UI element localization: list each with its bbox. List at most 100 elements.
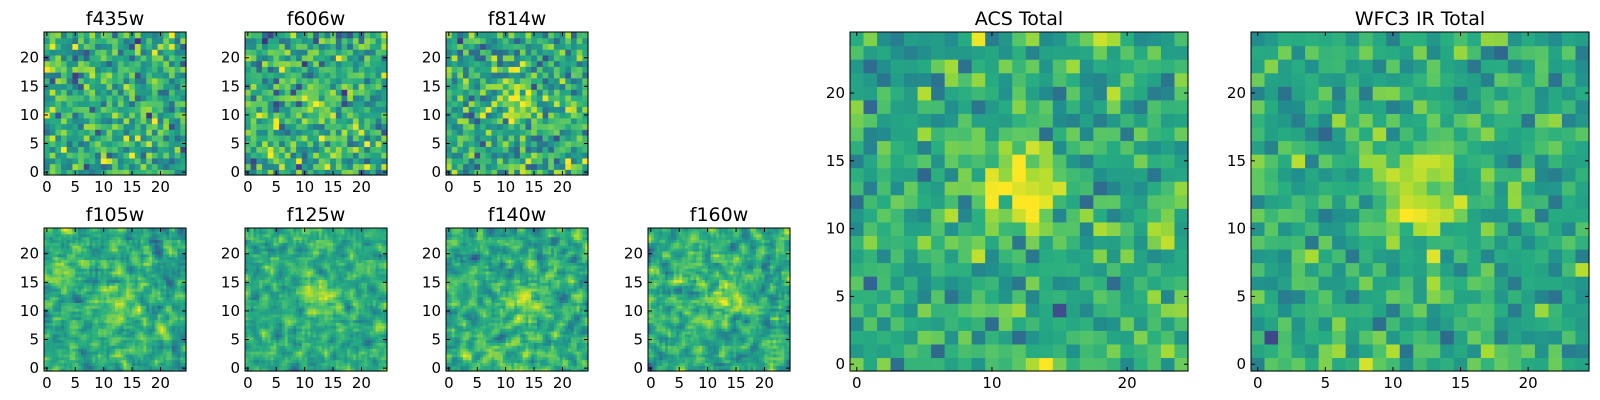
heatmap-cell: [123, 308, 127, 312]
heatmap-cell: [112, 316, 116, 321]
heatmap-cell: [55, 256, 59, 261]
heatmap-cell: [72, 308, 76, 312]
heatmap-cell: [457, 146, 464, 153]
heatmap-cell: [307, 60, 314, 67]
heatmap-cell: [66, 32, 73, 39]
heatmap-cell: [143, 270, 147, 275]
heatmap-cell: [250, 368, 255, 372]
heatmap-cell: [137, 316, 142, 321]
heatmap-cell: [66, 233, 71, 238]
heatmap-cell: [149, 230, 153, 235]
heatmap-cell: [548, 43, 555, 50]
heatmap-cell: [301, 112, 309, 119]
heatmap-cell: [497, 54, 504, 62]
heatmap-cell: [46, 262, 51, 266]
heatmap-cell: [120, 342, 125, 346]
heatmap-cell: [95, 242, 99, 246]
heatmap-cell: [372, 353, 377, 358]
heatmap-cell: [69, 262, 73, 266]
heatmap-cell: [146, 273, 150, 278]
heatmap-cell: [245, 72, 252, 79]
heatmap-cell: [381, 134, 388, 142]
heatmap-cell: [49, 325, 54, 329]
heatmap-cell: [171, 296, 176, 301]
heatmap-cell: [290, 353, 294, 358]
heatmap-cell: [344, 356, 348, 361]
heatmap-cell: [267, 152, 274, 159]
heatmap-cell: [89, 230, 93, 235]
heatmap-cell: [321, 348, 326, 352]
heatmap-cell: [253, 348, 257, 352]
heatmap-cell: [89, 134, 96, 142]
heatmap-cell: [174, 319, 179, 323]
heatmap-cell: [313, 348, 317, 352]
heatmap-cell: [80, 336, 85, 341]
heatmap-cell: [451, 163, 458, 170]
heatmap-cell: [49, 339, 54, 343]
heatmap-cell: [168, 89, 176, 96]
heatmap-cell: [341, 348, 345, 352]
heatmap-cell: [86, 253, 91, 258]
heatmap-cell: [126, 259, 130, 263]
heatmap-cell: [502, 123, 510, 130]
heatmap-cell: [49, 83, 56, 90]
heatmap-cell: [149, 276, 153, 281]
heatmap-cell: [143, 293, 147, 298]
heatmap-cells: [44, 228, 187, 372]
heatmap-cell: [146, 242, 150, 246]
heatmap-cell: [350, 353, 354, 358]
heatmap-cell: [542, 169, 549, 176]
heatmap-cell: [245, 106, 252, 113]
heatmap-cell: [117, 83, 125, 90]
heatmap-cell: [106, 49, 113, 56]
heatmap-cell: [106, 106, 113, 113]
heatmap-cell: [115, 256, 119, 261]
heatmap-cell: [183, 285, 187, 289]
heatmap-cell: [83, 316, 88, 321]
heatmap-cell: [126, 262, 130, 266]
heatmap-cell: [123, 265, 127, 269]
heatmap-cell: [46, 265, 51, 269]
heatmap-cell: [149, 288, 153, 292]
heatmap-cell: [270, 345, 274, 349]
heatmap-cell: [83, 339, 88, 343]
heatmap-cell: [463, 169, 470, 176]
heatmap-cell: [548, 100, 555, 107]
heatmap-cell: [352, 163, 360, 170]
heatmap-cell: [92, 328, 96, 332]
heatmap-cell: [474, 152, 481, 159]
heatmap-cell: [582, 77, 589, 85]
heatmap-cell: [100, 356, 105, 361]
heatmap-cell: [78, 296, 82, 301]
heatmap-cell: [86, 285, 91, 289]
heatmap-cell: [247, 359, 252, 364]
heatmap-cell: [61, 348, 65, 352]
heatmap-cell: [502, 112, 510, 119]
heatmap-cell: [146, 89, 153, 96]
heatmap-cell: [352, 43, 360, 50]
heatmap-cell: [485, 66, 493, 73]
heatmap-cell: [140, 339, 144, 343]
heatmap-cell: [44, 288, 48, 292]
heatmap-cell: [316, 342, 320, 346]
heatmap-cell: [140, 330, 144, 335]
heatmap-cell: [109, 368, 113, 372]
heatmap-cell: [250, 77, 257, 85]
heatmap-cell: [163, 319, 167, 323]
heatmap-cell: [55, 296, 59, 301]
heatmap-cell: [250, 49, 257, 56]
heatmap-cell: [582, 163, 589, 170]
heatmap-cell: [525, 140, 532, 147]
heatmap-cell: [553, 112, 561, 119]
heatmap-cell: [140, 112, 147, 119]
heatmap-cell: [301, 77, 309, 85]
heatmap-cell: [171, 330, 176, 335]
heatmap-cell: [78, 279, 82, 283]
heatmap-cell: [69, 273, 73, 278]
heatmap-cell: [151, 233, 156, 238]
heatmap-cell: [262, 100, 269, 107]
heatmap-cell: [143, 265, 147, 269]
heatmap-cell: [112, 248, 116, 252]
heatmap-cell: [273, 66, 280, 73]
heatmap-cell: [44, 350, 48, 355]
